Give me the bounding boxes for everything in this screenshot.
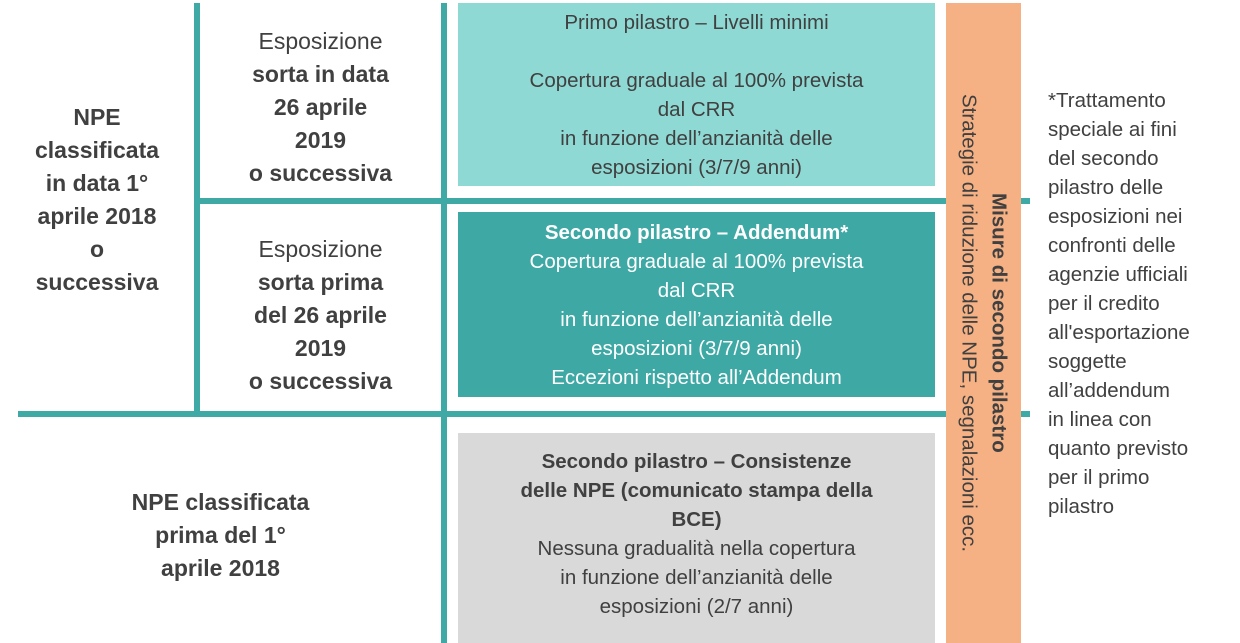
misure-text: Misure di secondo pilastro Strategie di …: [954, 94, 1014, 552]
text-line: esposizioni (2/7 anni): [599, 595, 794, 618]
npe-before-april-2018-label: NPE classificata prima del 1° aprile 201…: [0, 470, 441, 600]
text-line: o successiva: [248, 159, 393, 186]
text-line: dal CRR: [657, 97, 736, 121]
text-line: in funzione dell’anzianità delle: [560, 566, 833, 589]
footnote-line: *Trattamento: [1048, 89, 1166, 112]
text-line: NPE: [73, 104, 121, 130]
footnote-line: agenzie ufficiali: [1048, 263, 1188, 286]
text-line: esposizioni (3/7/9 anni): [591, 155, 802, 179]
footnote-line: soggette: [1048, 350, 1127, 373]
footnote-line: del secondo: [1048, 147, 1159, 170]
text-line: Eccezioni rispetto all’Addendum: [551, 365, 842, 389]
footnote-line: per il credito: [1048, 292, 1160, 315]
footnote-line: all’addendum: [1048, 379, 1170, 402]
primo-pilastro-box: Primo pilastro – Livelli minimi Copertur…: [458, 3, 935, 186]
text-line: in funzione dell’anzianità delle: [560, 126, 833, 150]
misure-secondo-pilastro-band: Misure di secondo pilastro Strategie di …: [946, 3, 1021, 643]
text-line: successiva: [35, 269, 159, 295]
text-line: classificata: [34, 137, 160, 163]
text-line: prima del 1°: [155, 521, 286, 548]
footnote-line: all'esportazione: [1048, 321, 1190, 344]
box-title: Secondo pilastro – Consistenze: [541, 450, 852, 473]
text-line: del 26 aprile: [254, 301, 387, 328]
misure-title: Misure di secondo pilastro: [987, 193, 1011, 453]
footnote-line: esposizioni nei: [1048, 205, 1183, 228]
footnote-line: speciale ai fini: [1048, 118, 1177, 141]
text-line: 2019: [294, 334, 347, 361]
footnote-line: pilastro delle: [1048, 176, 1164, 199]
addendum-box: Secondo pilastro – Addendum* Copertura g…: [458, 212, 935, 397]
footnote-line: pilastro: [1048, 495, 1115, 518]
text-line: 2019: [294, 126, 347, 153]
box-title: BCE): [671, 508, 722, 531]
divider-horizontal-top: [197, 198, 1030, 204]
footnote-line: per il primo: [1048, 466, 1150, 489]
footnote: *Trattamento speciale ai fini del secondo p…: [1048, 86, 1233, 521]
footnote-line: quanto previsto: [1048, 437, 1189, 460]
exposure-after-april-2019-label: Esposizione sorta in data 26 aprile 2019…: [200, 22, 441, 192]
text-line: sorta in data: [252, 60, 389, 87]
box-title: delle NPE (comunicato stampa della: [520, 479, 873, 502]
text-line: dal CRR: [657, 278, 736, 302]
exposure-before-april-2019-label: Esposizione sorta prima del 26 aprile 20…: [200, 230, 441, 400]
footnote-line: in linea con: [1048, 408, 1152, 431]
text-line: NPE classificata: [131, 488, 310, 515]
text-line: Esposizione: [258, 235, 383, 262]
misure-subtitle: Strategie di riduzione delle NPE, segnal…: [957, 93, 981, 553]
text-line: Esposizione: [258, 27, 383, 54]
consistenze-box: Secondo pilastro – Consistenze delle NPE…: [458, 433, 935, 643]
text-line: Copertura graduale al 100% prevista: [529, 249, 864, 273]
box-title: Primo pilastro – Livelli minimi: [564, 10, 829, 34]
text-line: in funzione dell’anzianità delle: [560, 307, 833, 331]
npe-after-april-2018-label: NPE classificata in data 1° aprile 2018 …: [0, 60, 194, 340]
text-line: esposizioni (3/7/9 anni): [591, 336, 802, 360]
box-title: Secondo pilastro – Addendum*: [544, 220, 849, 244]
footnote-line: confronti delle: [1048, 234, 1176, 257]
text-line: o successiva: [248, 367, 393, 394]
text-line: aprile 2018: [161, 554, 280, 581]
text-line: aprile 2018: [37, 203, 157, 229]
text-line: Nessuna gradualità nella copertura: [537, 537, 856, 560]
divider-vertical-left: [194, 3, 200, 417]
divider-vertical-middle: [441, 3, 447, 643]
divider-horizontal-bottom: [18, 411, 1030, 417]
text-line: 26 aprile: [273, 93, 368, 120]
text-line: sorta prima: [257, 268, 384, 295]
text-line: in data 1°: [45, 170, 149, 196]
text-line: Copertura graduale al 100% prevista: [529, 68, 864, 92]
text-line: o: [89, 236, 105, 262]
